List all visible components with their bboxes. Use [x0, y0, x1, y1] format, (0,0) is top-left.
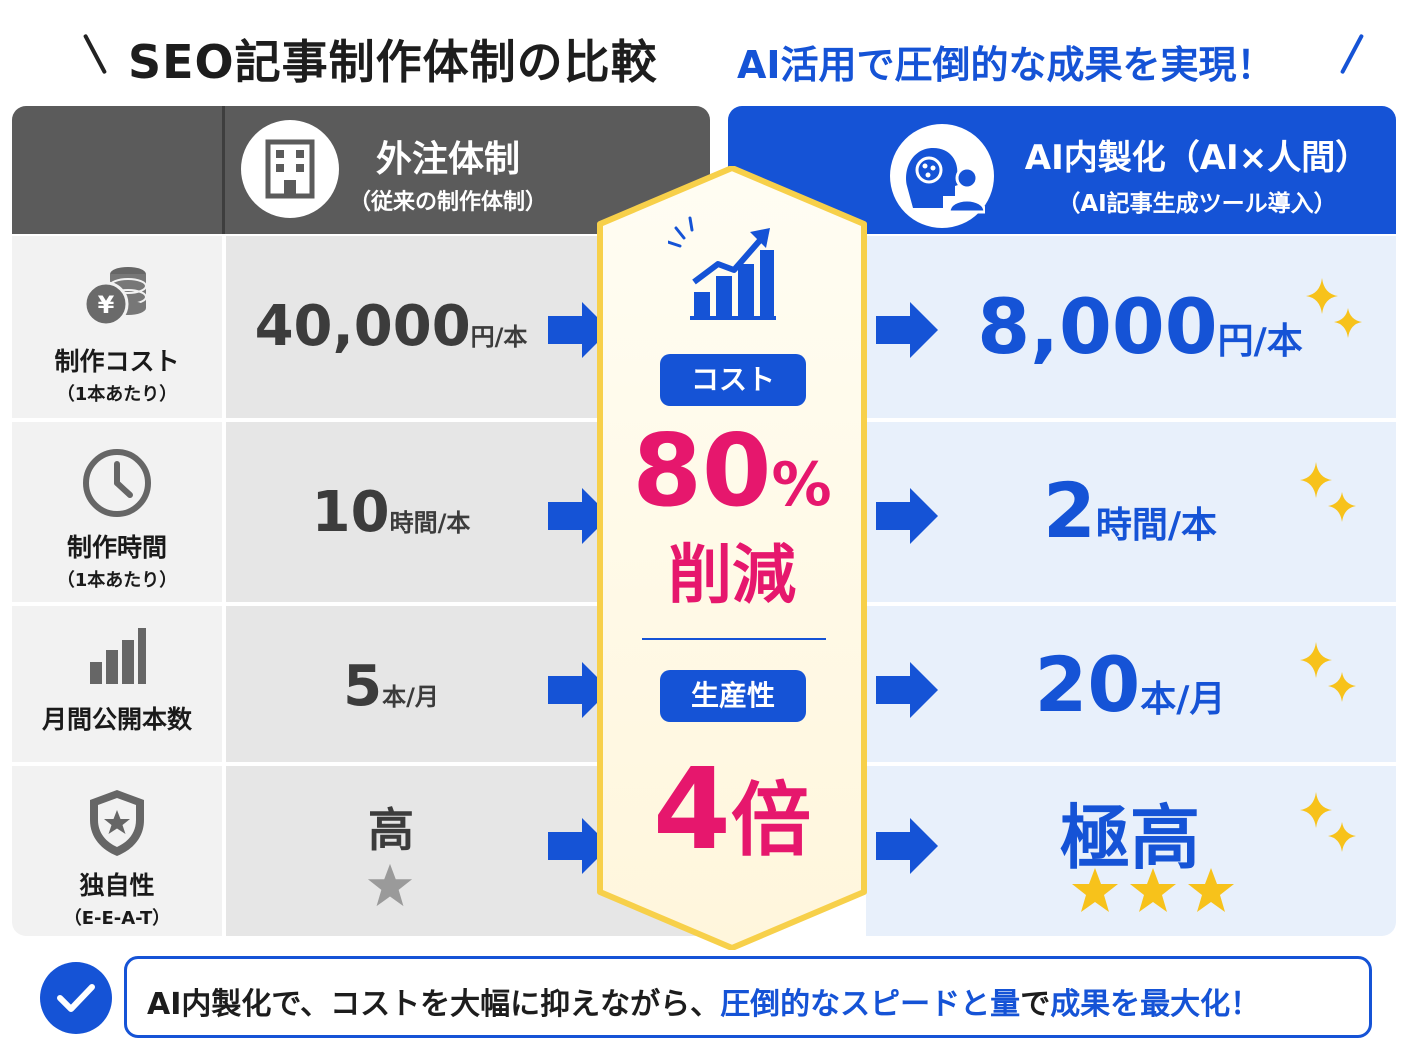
sparkle-icon [1306, 278, 1362, 338]
right-value-monthly-num: 20 [1034, 640, 1141, 729]
right-value-eeat: 極高 [890, 782, 1370, 883]
sparkle-icon [1300, 462, 1356, 522]
right-value-time-unit: 時間/本 [1095, 505, 1218, 546]
right-value-time-num: 2 [1042, 466, 1096, 555]
banner-divider [642, 638, 826, 640]
title-slash-right [1339, 33, 1365, 75]
building-icon [241, 120, 339, 218]
page-title: SEO記事制作体制の比較 [128, 35, 658, 89]
row-label-time-main: 制作時間 [66, 533, 167, 562]
summary-box: AI内製化で、コストを大幅に抑えながら、圧倒的なスピードと量で成果を最大化！ [124, 956, 1372, 1038]
left-rating-stars [366, 862, 420, 912]
sparkle-icon [1300, 642, 1356, 702]
left-value-cost-num: 40,000 [254, 294, 471, 359]
row-label-cost-sub: （1本あたり） [56, 384, 178, 405]
right-value-monthly: 20本/月 [890, 640, 1370, 729]
summary-text-highlight: 圧倒的なスピードと量 [720, 987, 1021, 1022]
left-value-monthly: 5本/月 [226, 654, 556, 719]
title-slash-left [82, 33, 108, 75]
right-value-monthly-unit: 本/月 [1140, 679, 1226, 720]
row-bg-label-1 [12, 236, 222, 418]
shield-star-icon [12, 786, 222, 858]
arrow-right-icon [548, 818, 610, 874]
row-bg-right-2 [866, 422, 1396, 602]
ai-inhouse-subtitle: （AI記事生成ツール導入） [1057, 191, 1337, 217]
star-icon [367, 863, 413, 907]
summary-text-part1: AI内製化で、コストを大幅に抑えながら、 [147, 987, 721, 1022]
arrow-right-icon [876, 302, 938, 358]
arrow-right-icon [876, 488, 938, 544]
check-icon [40, 962, 112, 1034]
cost-reduction-value: 80% [596, 416, 868, 540]
bar-chart-icon [12, 626, 222, 686]
outsourcing-subtitle: （従来の制作体制） [348, 190, 547, 215]
star-icon [1188, 868, 1234, 912]
row-label-cost-main: 制作コスト [54, 347, 180, 376]
ai-brain-human-icon [890, 124, 994, 228]
row-label-monthly: 月間公開本数 [12, 700, 222, 736]
productivity-unit: 倍 [730, 774, 811, 867]
row-bg-right-3 [866, 606, 1396, 762]
title-row: SEO記事制作体制の比較 AI活用で圧倒的な成果を実現！ [0, 18, 1408, 94]
arrow-right-icon [876, 818, 938, 874]
right-value-eeat-num: 極高 [1060, 797, 1200, 879]
cost-reduction-number: 80 [632, 412, 772, 529]
highlight-banner-content: コスト 80% 削減 生産性 4倍 [596, 166, 868, 950]
left-value-eeat: 高 [226, 794, 556, 860]
right-rating-stars [1070, 866, 1240, 920]
svg-text:¥: ¥ [98, 291, 115, 319]
row-bg-right-1 [866, 236, 1396, 418]
arrow-right-icon [548, 488, 610, 544]
right-value-cost-num: 8,000 [977, 282, 1218, 371]
right-value-cost: 8,000円/本 [900, 282, 1380, 371]
left-value-time: 10時間/本 [226, 480, 556, 545]
right-value-cost-unit: 円/本 [1217, 321, 1303, 362]
clock-icon [12, 446, 222, 520]
left-value-cost-unit: 円/本 [470, 323, 528, 351]
summary-text-conclusion: 成果を最大化！ [1050, 987, 1261, 1022]
left-value-time-unit: 時間/本 [389, 509, 471, 537]
productivity-number: 4 [653, 745, 731, 875]
left-value-monthly-num: 5 [343, 654, 383, 719]
left-value-cost: 40,000円/本 [226, 294, 556, 359]
star-icon [1072, 868, 1118, 912]
header-divider [222, 106, 225, 234]
summary-text: AI内製化で、コストを大幅に抑えながら、圧倒的なスピードと量で成果を最大化！ [147, 979, 1260, 1023]
arrow-right-icon [876, 662, 938, 718]
outsourcing-header: 外注体制 （従来の制作体制） [12, 106, 710, 234]
cost-reduction-label: 削減 [668, 539, 796, 613]
star-icon [1130, 868, 1176, 912]
cost-reduction-percent: % [771, 450, 832, 520]
arrow-right-icon [548, 662, 610, 718]
summary-text-part3: で [1020, 987, 1051, 1022]
productivity-value: 4倍 [596, 750, 868, 903]
row-label-time: 制作時間 （1本あたり） [12, 528, 222, 592]
row-label-eeat: 独自性 （E-E-A-T） [12, 866, 222, 930]
left-value-eeat-num: 高 [368, 803, 414, 857]
page-subtitle: AI活用で圧倒的な成果を実現！ [737, 43, 1275, 87]
row-label-eeat-sub: （E-E-A-T） [63, 908, 171, 929]
row-label-time-sub: （1本あたり） [56, 570, 178, 591]
arrow-right-icon [548, 302, 610, 358]
row-label-monthly-main: 月間公開本数 [41, 705, 192, 734]
ai-inhouse-title: AI内製化（AI×人間） [1024, 138, 1370, 178]
outsourcing-title: 外注体制 [375, 139, 520, 180]
yen-coins-icon: ¥ [12, 262, 222, 328]
productivity-pill-label: 生産性 [660, 670, 806, 722]
sparkle-icon [1300, 792, 1356, 852]
cost-pill-label: コスト [660, 354, 806, 406]
row-label-eeat-main: 独自性 [79, 871, 155, 900]
row-bg-right-4 [866, 766, 1396, 936]
growth-chart-icon [668, 216, 776, 320]
row-label-cost: 制作コスト （1本あたり） [12, 342, 222, 406]
right-value-time: 2時間/本 [890, 466, 1370, 555]
left-value-monthly-unit: 本/月 [382, 683, 439, 711]
left-value-time-num: 10 [311, 480, 390, 545]
